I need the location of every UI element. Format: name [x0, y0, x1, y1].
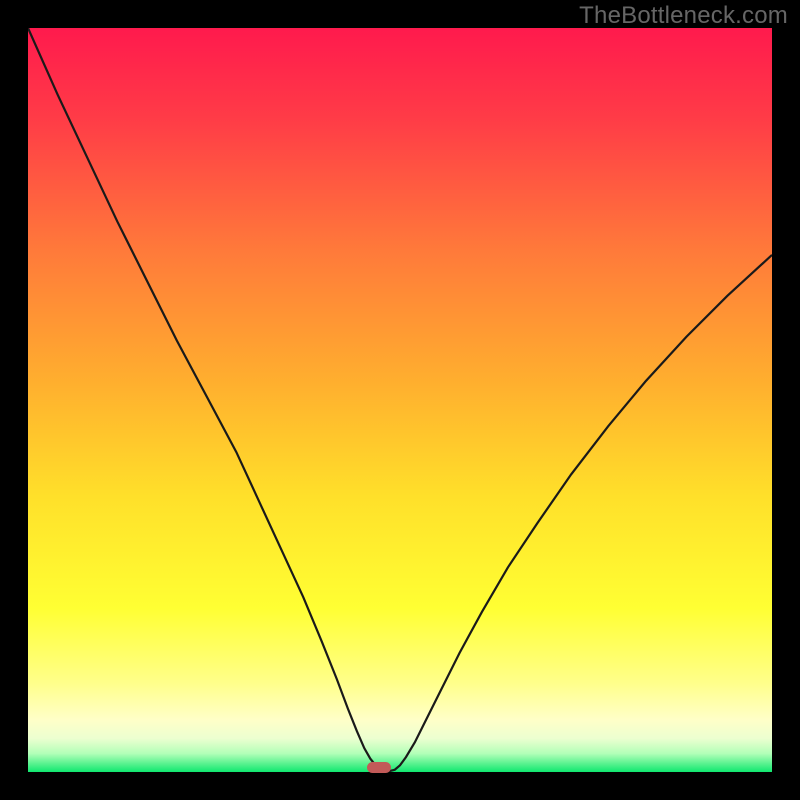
chart-frame: TheBottleneck.com — [0, 0, 800, 800]
plot-area — [28, 28, 772, 772]
watermark-text: TheBottleneck.com — [579, 2, 788, 30]
curve-layer — [28, 28, 772, 772]
bottleneck-marker — [367, 762, 391, 774]
bottleneck-curve — [28, 28, 772, 772]
